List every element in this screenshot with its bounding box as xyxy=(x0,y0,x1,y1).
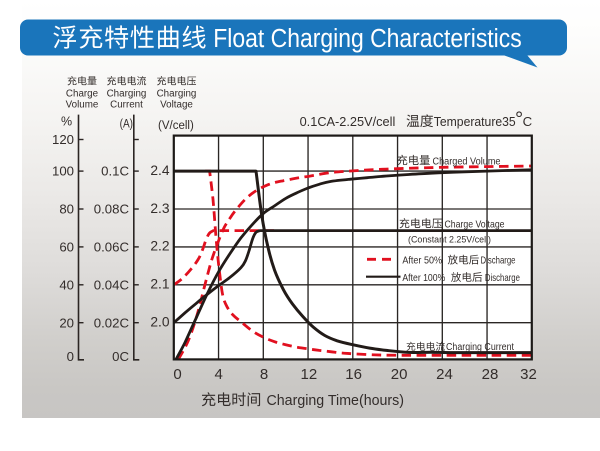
svg-text:120: 120 xyxy=(52,132,74,147)
svg-text:32: 32 xyxy=(520,366,537,383)
svg-text:20: 20 xyxy=(59,315,74,330)
svg-text:0: 0 xyxy=(173,366,181,383)
svg-text:80: 80 xyxy=(59,202,74,217)
svg-text:0.1C: 0.1C xyxy=(101,164,129,179)
svg-text:24: 24 xyxy=(436,366,453,383)
svg-text:Temperature35: Temperature35 xyxy=(434,114,516,129)
svg-text:C: C xyxy=(523,114,533,129)
svg-text:Current: Current xyxy=(110,100,143,111)
svg-text:Discharge: Discharge xyxy=(485,273,520,284)
svg-text:2.1: 2.1 xyxy=(150,277,169,292)
svg-text:28: 28 xyxy=(482,366,499,383)
svg-text:Charging: Charging xyxy=(107,89,147,100)
svg-text:0C: 0C xyxy=(112,349,129,364)
svg-text:2.0: 2.0 xyxy=(150,315,170,330)
svg-text:0: 0 xyxy=(67,349,74,364)
svg-text:(A): (A) xyxy=(120,119,134,131)
svg-text:0.02C: 0.02C xyxy=(94,315,130,330)
svg-text:0.1CA-2.25V/cell: 0.1CA-2.25V/cell xyxy=(300,114,396,129)
svg-text:%: % xyxy=(61,115,72,129)
svg-text:0.04C: 0.04C xyxy=(94,277,130,292)
svg-text:12: 12 xyxy=(301,366,318,383)
svg-text:Charging: Charging xyxy=(157,89,197,100)
svg-text:2.2: 2.2 xyxy=(150,239,169,254)
svg-text:After 50%: After 50% xyxy=(402,256,442,267)
svg-text:Charging Time(hours): Charging Time(hours) xyxy=(267,392,405,409)
svg-text:Discharge: Discharge xyxy=(481,256,516,267)
svg-text:0.08C: 0.08C xyxy=(94,202,130,217)
svg-text:(V/cell): (V/cell) xyxy=(158,120,194,132)
svg-text:Volume: Volume xyxy=(66,100,99,111)
svg-text:4: 4 xyxy=(215,366,223,383)
svg-text:60: 60 xyxy=(59,240,74,255)
svg-text:Charge Voltage: Charge Voltage xyxy=(445,219,505,230)
svg-text:100: 100 xyxy=(52,164,74,179)
svg-text:Float Charging Characteristics: Float Charging Characteristics xyxy=(213,25,521,53)
svg-text:20: 20 xyxy=(391,366,408,383)
svg-text:16: 16 xyxy=(345,366,362,383)
svg-text:Charging Current: Charging Current xyxy=(446,342,514,353)
svg-text:Voltage: Voltage xyxy=(160,100,193,111)
svg-text:2.3: 2.3 xyxy=(150,201,170,216)
svg-text:Charged Volume: Charged Volume xyxy=(433,156,501,167)
svg-text:0.06C: 0.06C xyxy=(94,240,130,255)
svg-text:40: 40 xyxy=(59,277,74,292)
svg-text:Charge: Charge xyxy=(66,89,99,100)
svg-text:8: 8 xyxy=(260,366,268,383)
svg-text:After 100%: After 100% xyxy=(402,273,445,284)
svg-text:2.4: 2.4 xyxy=(150,163,170,178)
svg-text:(Constant 2.25V/cell): (Constant 2.25V/cell) xyxy=(408,235,491,246)
